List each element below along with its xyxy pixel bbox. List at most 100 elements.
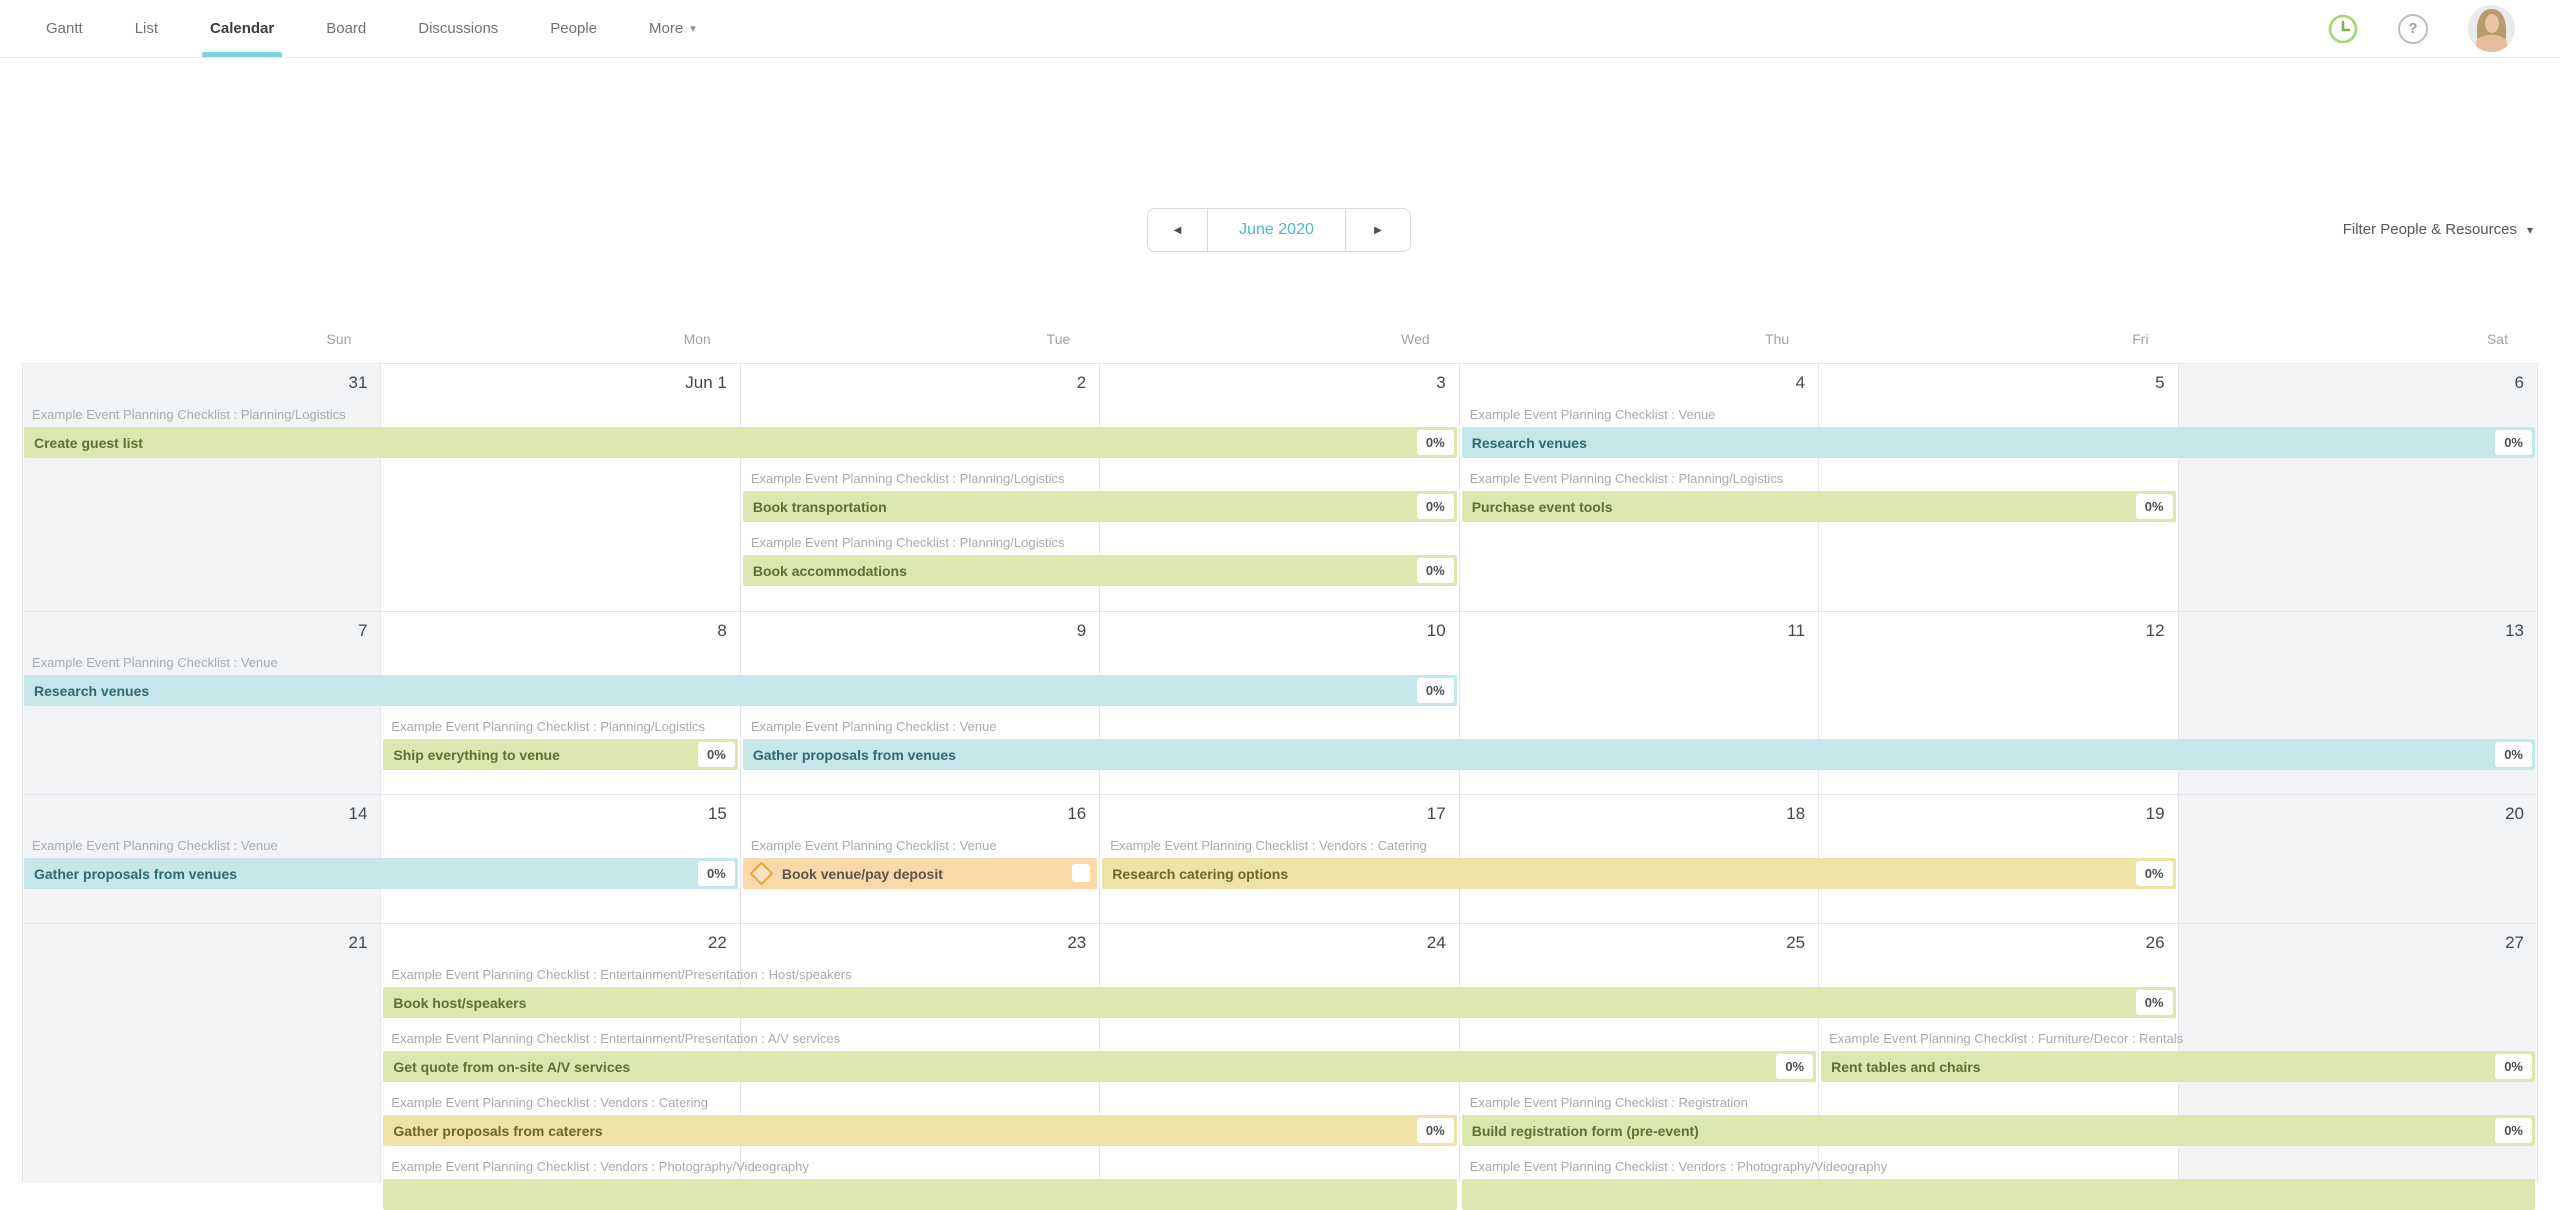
task-bar[interactable]: Create guest list 0% bbox=[24, 427, 1457, 458]
progress-badge: 0% bbox=[2495, 1118, 2532, 1143]
day-header: Fri bbox=[2132, 331, 2149, 347]
current-month-button[interactable]: June 2020 bbox=[1207, 208, 1346, 252]
task-bar[interactable]: Gather proposals from venues 0% bbox=[24, 858, 738, 889]
task-category-label: Example Event Planning Checklist : Enter… bbox=[391, 967, 852, 982]
calendar-cell[interactable]: 21 bbox=[22, 924, 382, 1183]
progress-badge: 0% bbox=[698, 742, 735, 767]
calendar-cell[interactable]: Jun 1 bbox=[381, 364, 741, 611]
task-title: Research catering options bbox=[1112, 865, 1289, 882]
task-bar[interactable] bbox=[383, 1179, 1457, 1210]
date-label: 7 bbox=[357, 621, 368, 640]
avatar-body bbox=[2476, 35, 2507, 52]
task-bar[interactable]: Gather proposals from caterers 0% bbox=[383, 1115, 1457, 1146]
user-avatar[interactable] bbox=[2468, 5, 2515, 52]
filter-people-resources-dropdown[interactable]: Filter People & Resources ▾ bbox=[2343, 221, 2533, 238]
task-bar[interactable]: Get quote from on-site A/V services 0% bbox=[383, 1051, 1817, 1082]
month-navigation: ◀ June 2020 ▶ bbox=[1147, 208, 1411, 252]
day-header: Sat bbox=[2486, 331, 2508, 347]
date-label: 6 bbox=[2514, 373, 2524, 392]
tab-label: More bbox=[649, 20, 684, 37]
date-label: 16 bbox=[1067, 804, 1087, 823]
tab-list[interactable]: List bbox=[135, 0, 158, 57]
avatar-face bbox=[2485, 14, 2499, 33]
date-label: 4 bbox=[1795, 373, 1806, 392]
task-title: Get quote from on-site A/V services bbox=[393, 1058, 631, 1075]
task-bar[interactable]: Research venues 0% bbox=[24, 675, 1457, 706]
date-label: 3 bbox=[1436, 373, 1446, 392]
tab-calendar[interactable]: Calendar bbox=[202, 0, 283, 57]
date-label: 10 bbox=[1426, 621, 1446, 640]
date-label: 27 bbox=[2505, 933, 2524, 952]
clock-icon[interactable] bbox=[2328, 14, 2358, 44]
tab-discussions[interactable]: Discussions bbox=[418, 0, 498, 57]
calendar-grid: Sun Mon Tue Wed Thu Fri Sat 31 Jun 1 2 3 4 5 6 Exampl… bbox=[22, 325, 2538, 1210]
calendar-cell[interactable]: 6 bbox=[2178, 364, 2538, 611]
progress-badge: 0% bbox=[1776, 1054, 1814, 1079]
milestone-checkbox[interactable] bbox=[1072, 864, 1091, 882]
date-label: 23 bbox=[1067, 933, 1087, 952]
task-bar[interactable]: Research venues 0% bbox=[1461, 427, 2535, 458]
day-header: Wed bbox=[1401, 331, 1430, 347]
next-month-button[interactable]: ▶ bbox=[1345, 208, 1411, 252]
task-category-label: Example Event Planning Checklist : Venue bbox=[32, 838, 278, 853]
task-bar[interactable]: Rent tables and chairs 0% bbox=[1821, 1051, 2535, 1082]
tab-label: Gantt bbox=[46, 20, 83, 37]
progress-badge: 0% bbox=[2135, 494, 2173, 519]
date-label: 14 bbox=[348, 804, 368, 823]
tab-more[interactable]: More ▾ bbox=[649, 0, 696, 57]
tab-people[interactable]: People bbox=[550, 0, 597, 57]
task-category-label: Example Event Planning Checklist : Plann… bbox=[750, 535, 1065, 550]
calendar-cell[interactable]: 20 bbox=[2178, 795, 2538, 923]
calendar-cell[interactable]: 5 bbox=[1819, 364, 2179, 611]
task-category-label: Example Event Planning Checklist : Venue bbox=[750, 838, 997, 853]
task-title: Purchase event tools bbox=[1471, 498, 1613, 515]
date-label: 18 bbox=[1786, 804, 1806, 823]
calendar-cell[interactable]: 4 bbox=[1459, 364, 1820, 611]
day-header: Mon bbox=[683, 331, 711, 347]
progress-badge: 0% bbox=[1416, 1118, 1454, 1143]
chevron-down-icon: ▾ bbox=[690, 23, 696, 35]
task-bar[interactable]: Book venue/pay deposit bbox=[742, 858, 1098, 889]
date-label: 22 bbox=[707, 933, 727, 952]
filter-label: Filter People & Resources bbox=[2342, 221, 2517, 238]
tab-board[interactable]: Board bbox=[326, 0, 366, 57]
help-question-glyph: ? bbox=[2398, 13, 2428, 44]
task-bar[interactable]: Book accommodations 0% bbox=[742, 555, 1457, 586]
nav-right-icons: ? bbox=[2328, 0, 2515, 57]
task-title: Book venue/pay deposit bbox=[781, 865, 943, 882]
date-label: 13 bbox=[2505, 621, 2524, 640]
task-bar[interactable]: Book transportation 0% bbox=[742, 491, 1457, 522]
task-bar[interactable]: Research catering options 0% bbox=[1102, 858, 2176, 889]
date-label: 31 bbox=[348, 373, 368, 392]
task-title: Gather proposals from venues bbox=[752, 746, 956, 763]
task-title: Build registration form (pre-event) bbox=[1471, 1122, 1699, 1139]
date-label: 15 bbox=[707, 804, 727, 823]
help-icon[interactable]: ? bbox=[2398, 13, 2428, 44]
tab-gantt[interactable]: Gantt bbox=[46, 0, 83, 57]
task-title: Gather proposals from venues bbox=[34, 865, 238, 882]
date-label: 5 bbox=[2155, 373, 2165, 392]
date-label: 26 bbox=[2145, 933, 2165, 952]
task-bar[interactable]: Ship everything to venue 0% bbox=[383, 739, 738, 770]
day-header: Thu bbox=[1765, 331, 1790, 347]
task-title: Research venues bbox=[1471, 434, 1587, 451]
task-title: Gather proposals from caterers bbox=[393, 1122, 603, 1139]
calendar-week-row: 21 22 23 24 25 26 27 Example Event Planning Che… bbox=[22, 923, 2538, 1210]
task-category-label: Example Event Planning Checklist : Vendo… bbox=[1469, 1159, 1888, 1174]
task-bar[interactable] bbox=[1461, 1179, 2535, 1210]
task-bar[interactable]: Gather proposals from venues 0% bbox=[742, 739, 2535, 770]
task-bar[interactable]: Book host/speakers 0% bbox=[383, 987, 2176, 1018]
calendar-week-row: 31 Jun 1 2 3 4 5 6 Example Event Planning Check… bbox=[22, 363, 2538, 611]
calendar-cell[interactable]: 31 bbox=[22, 364, 382, 611]
tab-label: List bbox=[134, 20, 159, 37]
day-header-row: Sun Mon Tue Wed Thu Fri Sat bbox=[22, 325, 2538, 363]
task-title: Book transportation bbox=[752, 498, 887, 515]
task-category-label: Example Event Planning Checklist : Furni… bbox=[1829, 1031, 2184, 1046]
previous-month-button[interactable]: ◀ bbox=[1147, 208, 1208, 252]
task-bar[interactable]: Purchase event tools 0% bbox=[1461, 491, 2176, 522]
task-bar[interactable]: Build registration form (pre-event) 0% bbox=[1461, 1115, 2535, 1146]
date-label: 19 bbox=[2145, 804, 2165, 823]
task-title: Book host/speakers bbox=[393, 994, 527, 1011]
progress-badge: 0% bbox=[1416, 558, 1454, 583]
nav-tabs: Gantt List Calendar Board Discussions People M… bbox=[46, 0, 696, 57]
